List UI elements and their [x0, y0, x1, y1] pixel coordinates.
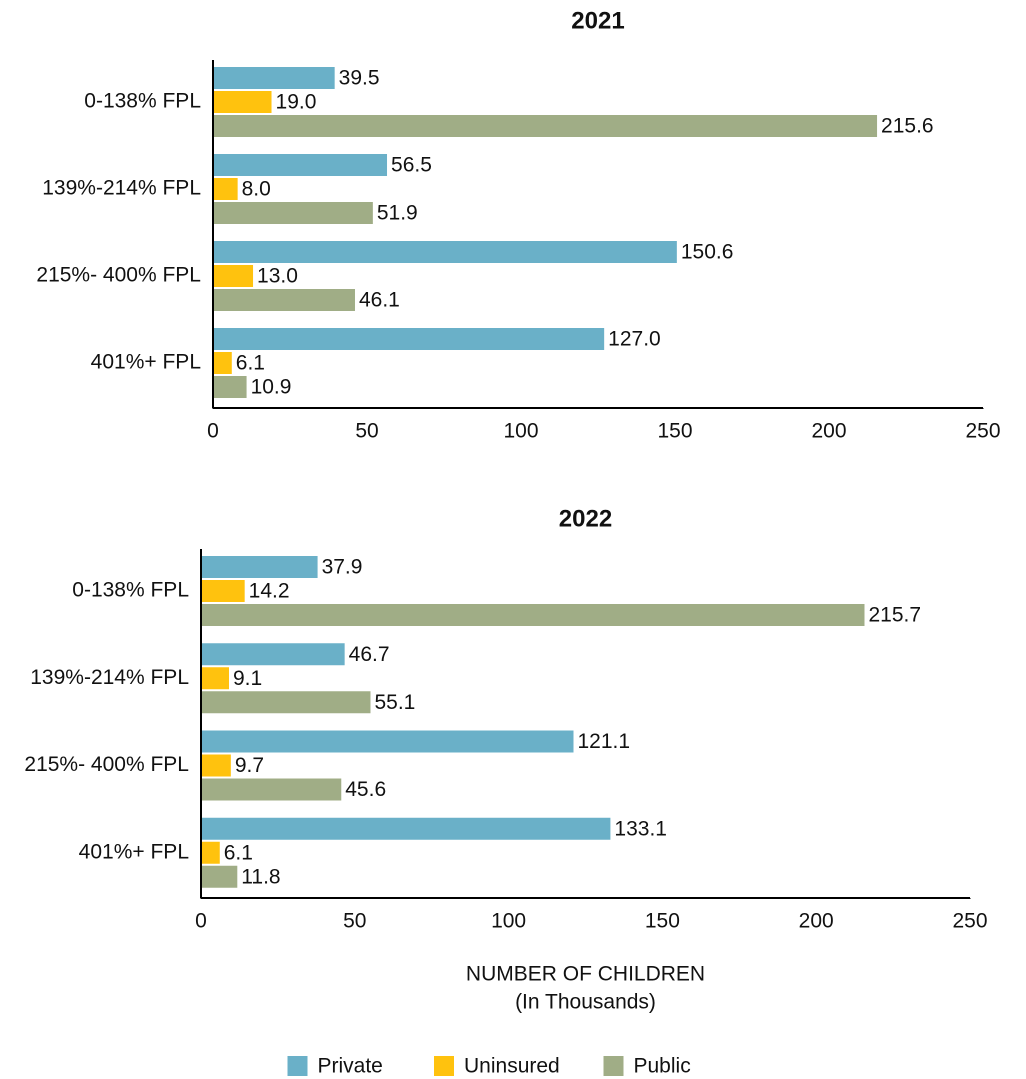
- bar: [201, 841, 220, 864]
- data-label: 19.0: [276, 91, 317, 114]
- y-tick-label: 401%+ FPL: [91, 351, 201, 374]
- y-tick-label: 139%-214% FPL: [42, 177, 201, 200]
- bar: [213, 328, 605, 350]
- data-label: 150.6: [681, 241, 734, 264]
- bar: [213, 289, 355, 311]
- x-tick-label: 100: [491, 910, 526, 933]
- y-tick-label: 139%-214% FPL: [30, 666, 189, 689]
- data-label: 6.1: [224, 841, 253, 864]
- data-label: 215.6: [881, 115, 934, 138]
- data-label: 215.7: [868, 604, 921, 627]
- data-label: 121.1: [578, 730, 631, 753]
- legend-label: Uninsured: [464, 1055, 560, 1078]
- legend-label: Private: [318, 1055, 383, 1078]
- data-label: 56.5: [391, 154, 432, 177]
- x-tick-label: 200: [811, 420, 846, 443]
- data-label: 37.9: [322, 556, 363, 579]
- bar: [201, 730, 574, 753]
- data-label: 127.0: [608, 328, 661, 351]
- legend-swatch: [603, 1056, 624, 1076]
- y-tick-label: 401%+ FPL: [79, 840, 189, 863]
- y-tick-label: 0-138% FPL: [84, 90, 201, 113]
- bar: [201, 556, 318, 578]
- data-label: 11.8: [241, 865, 280, 888]
- x-tick-label: 50: [355, 420, 378, 443]
- data-label: 10.9: [251, 376, 292, 399]
- bar: [213, 376, 247, 398]
- y-tick-label: 0-138% FPL: [72, 579, 189, 602]
- x-axis-label: NUMBER OF CHILDREN: [466, 963, 705, 986]
- chart-title: 2022: [559, 505, 612, 532]
- bar: [213, 352, 232, 374]
- data-label: 46.7: [349, 643, 390, 666]
- data-label: 55.1: [374, 691, 415, 714]
- bar: [213, 202, 373, 224]
- x-tick-label: 100: [503, 420, 538, 443]
- legend-swatch: [287, 1056, 308, 1076]
- legend-swatch: [434, 1056, 454, 1076]
- bar: [213, 178, 238, 200]
- data-label: 133.1: [614, 817, 667, 840]
- x-tick-label: 150: [645, 910, 680, 933]
- bar: [201, 580, 245, 602]
- bar: [201, 667, 229, 690]
- data-label: 9.1: [233, 667, 262, 690]
- bar: [201, 778, 342, 801]
- bar: [201, 817, 611, 840]
- bar: [213, 265, 254, 287]
- x-axis-label: (In Thousands): [515, 991, 656, 1014]
- x-tick-label: 0: [195, 910, 207, 933]
- bar: [201, 604, 865, 626]
- x-tick-label: 250: [952, 910, 987, 933]
- bar: [201, 691, 371, 714]
- bar: [201, 754, 231, 777]
- y-tick-label: 215%- 400% FPL: [24, 753, 189, 776]
- data-label: 9.7: [235, 754, 264, 777]
- chart-title: 2021: [571, 7, 624, 34]
- bar: [213, 115, 878, 137]
- bar: [213, 91, 272, 113]
- data-label: 14.2: [249, 580, 290, 603]
- bar: [201, 865, 238, 888]
- data-label: 6.1: [236, 352, 265, 375]
- bar: [201, 643, 345, 666]
- data-label: 8.0: [242, 178, 271, 201]
- x-tick-label: 150: [657, 420, 692, 443]
- y-tick-label: 215%- 400% FPL: [36, 264, 201, 287]
- bar: [213, 67, 335, 89]
- data-label: 45.6: [345, 778, 386, 801]
- legend-label: Public: [634, 1055, 691, 1078]
- bar: [213, 241, 677, 263]
- data-label: 51.9: [377, 202, 418, 225]
- data-label: 39.5: [339, 67, 380, 90]
- data-label: 13.0: [257, 265, 298, 288]
- x-tick-label: 200: [799, 910, 834, 933]
- x-tick-label: 250: [965, 420, 1000, 443]
- data-label: 46.1: [359, 289, 400, 312]
- bar: [213, 154, 388, 176]
- x-tick-label: 50: [343, 910, 366, 933]
- x-tick-label: 0: [207, 420, 219, 443]
